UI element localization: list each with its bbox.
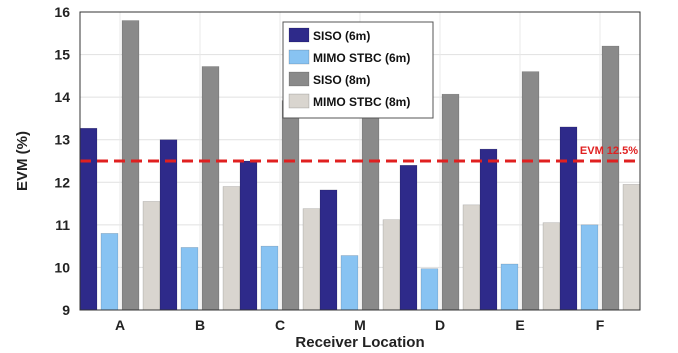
bar xyxy=(340,255,359,311)
bar xyxy=(399,165,418,311)
legend-swatch xyxy=(288,71,310,87)
y-tick-label: 14 xyxy=(54,89,70,105)
bar xyxy=(441,93,460,311)
bar xyxy=(281,100,300,311)
bar xyxy=(180,247,199,311)
bar xyxy=(580,224,599,311)
x-tick-label: F xyxy=(596,317,605,333)
plot-frame xyxy=(79,11,641,311)
x-tick-label: B xyxy=(195,317,205,333)
y-tick-label: 10 xyxy=(54,259,70,275)
bar xyxy=(260,245,279,311)
y-tick-label: 13 xyxy=(54,132,70,148)
bar xyxy=(420,268,439,311)
bar xyxy=(382,219,401,311)
x-tick-label: M xyxy=(354,317,366,333)
bar xyxy=(622,184,641,311)
bar xyxy=(302,208,321,311)
legend: SISO (6m) MIMO STBC (6m) SISO (8m) MIMO STB… xyxy=(282,21,434,119)
legend-swatch xyxy=(288,27,310,43)
bar xyxy=(479,148,498,311)
bar xyxy=(521,71,540,311)
bar xyxy=(361,109,380,311)
legend-label: SISO (6m) xyxy=(313,29,370,43)
y-tick-label: 11 xyxy=(55,217,70,233)
bar xyxy=(542,222,561,311)
bar xyxy=(319,189,338,311)
x-tick-label: E xyxy=(515,317,524,333)
bar xyxy=(239,160,258,311)
reference-line-group: EVM 12.5% xyxy=(80,145,640,163)
y-tick-labels: 9 10 11 12 13 14 15 16 xyxy=(54,4,70,318)
y-tick-label: 15 xyxy=(54,47,70,63)
bars xyxy=(79,20,641,311)
y-axis-title: EVM (%) xyxy=(14,131,31,191)
bar xyxy=(500,263,519,311)
bar xyxy=(201,66,220,311)
y-tick-label: 12 xyxy=(54,174,70,190)
bar xyxy=(559,126,578,311)
bar xyxy=(79,127,98,311)
legend-label: MIMO STBC (6m) xyxy=(313,51,410,65)
bar xyxy=(100,233,119,311)
legend-label: SISO (8m) xyxy=(313,73,370,87)
legend-swatch xyxy=(288,93,310,109)
x-axis-title: Receiver Location xyxy=(295,334,424,351)
bar xyxy=(142,201,161,311)
x-tick-label: A xyxy=(115,317,125,333)
evm-threshold-label: EVM 12.5% xyxy=(580,145,638,157)
bar xyxy=(462,204,481,311)
x-tick-label: D xyxy=(435,317,445,333)
y-tick-label: 16 xyxy=(54,4,70,20)
legend-swatch xyxy=(288,49,310,65)
x-tick-label: C xyxy=(275,317,285,333)
bar xyxy=(121,20,140,311)
bar xyxy=(159,139,178,311)
bar xyxy=(222,186,241,311)
bar xyxy=(601,45,620,311)
y-tick-label: 9 xyxy=(62,302,70,318)
legend-label: MIMO STBC (8m) xyxy=(313,95,410,109)
